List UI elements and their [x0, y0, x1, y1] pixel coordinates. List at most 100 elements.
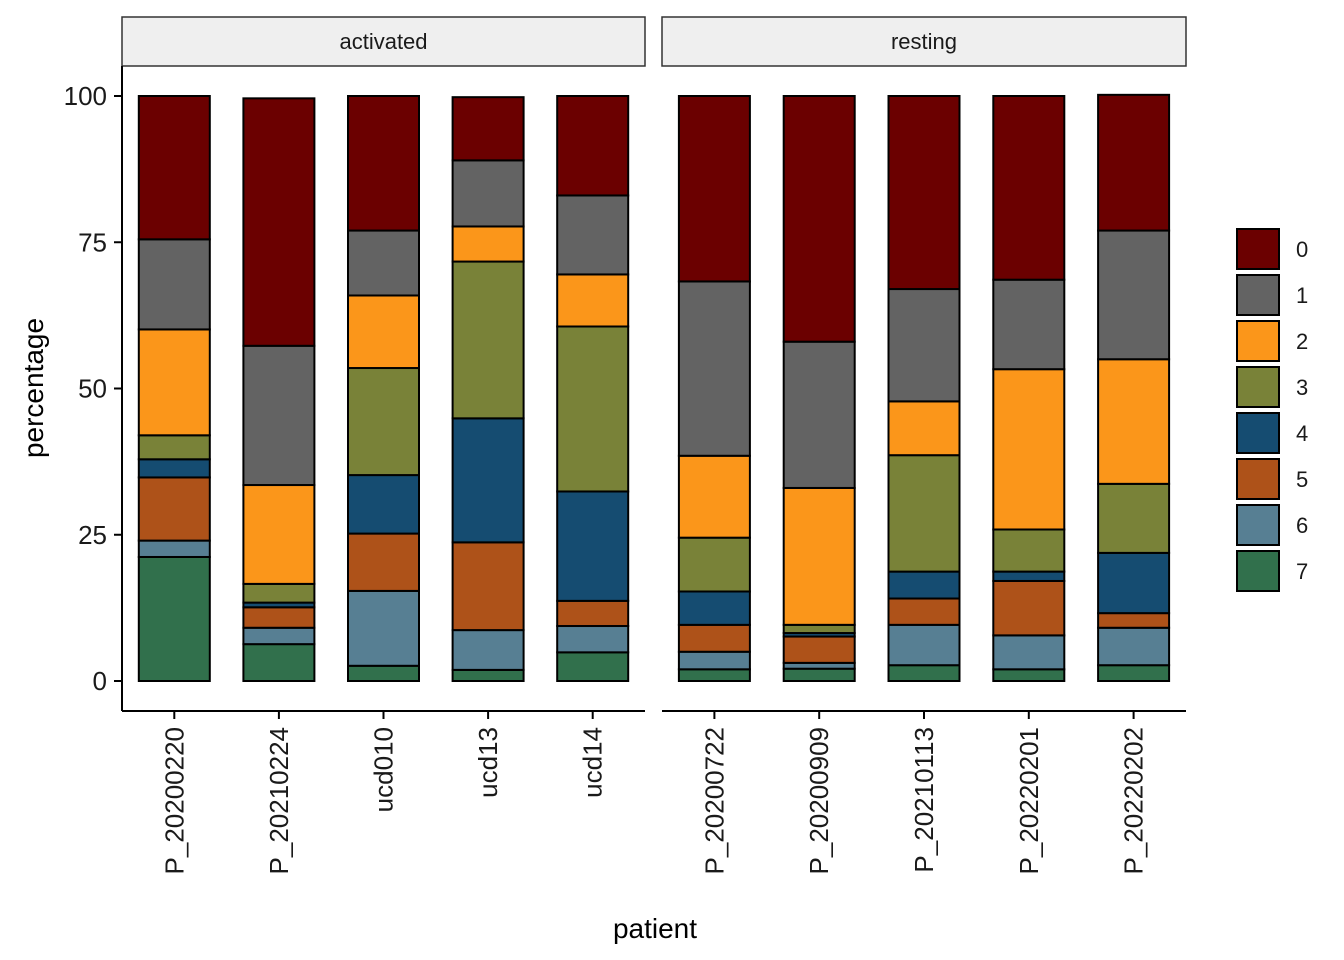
x-tick-label: P_20200722 [699, 727, 729, 874]
y-tick-label: 25 [78, 520, 107, 550]
bar-segment-ucd010-6 [347, 589, 420, 667]
legend-key [1236, 550, 1280, 592]
bar-segment-P_20200909-7 [782, 667, 856, 683]
bar-segment-P_20210224-1 [242, 344, 316, 487]
y-tick-label: 100 [64, 81, 107, 111]
bar-segment-P_20220201-4 [992, 570, 1066, 582]
bar-segment-ucd14-3 [556, 325, 630, 493]
legend-item-5: 5 [1236, 458, 1308, 500]
bar-segment-P_20210113-5 [887, 597, 961, 626]
legend-label: 4 [1296, 421, 1308, 446]
bar-segment-ucd010-0 [347, 95, 420, 232]
legend-item-7: 7 [1236, 550, 1308, 592]
x-tick-label: ucd14 [578, 727, 608, 798]
bar-segment-P_20220201-3 [992, 528, 1066, 573]
legend-label: 2 [1296, 329, 1308, 354]
bar-segment-P_20200722-7 [677, 668, 751, 682]
bar-segment-P_20220201-5 [992, 579, 1066, 637]
legend-label: 3 [1296, 375, 1308, 400]
legend-item-0: 0 [1236, 228, 1308, 270]
strip-background [661, 16, 1187, 67]
bar-segment-P_20200722-2 [677, 454, 751, 539]
bar-segment-ucd010-5 [347, 532, 420, 592]
bar-segment-P_20210113-7 [887, 664, 961, 683]
bar-segment-P_20220202-1 [1097, 229, 1171, 361]
x-tick-label: ucd13 [473, 727, 503, 798]
bar-segment-ucd010-7 [347, 664, 420, 682]
y-tick-label: 75 [78, 227, 107, 257]
bar-segment-ucd14-5 [556, 599, 630, 628]
bar-segment-P_20210113-6 [887, 623, 961, 667]
bar-segment-ucd14-2 [556, 273, 630, 328]
bar-segment-P_20210113-3 [887, 454, 961, 573]
bar-segment-ucd14-7 [556, 651, 630, 683]
bar-segment-P_20200220-2 [137, 328, 211, 437]
bar-P_20220202 [1097, 93, 1171, 683]
bar-segment-P_20200909-1 [782, 340, 856, 489]
bar-segment-P_20200909-5 [782, 635, 856, 664]
x-tick-label: P_20200220 [159, 727, 189, 874]
bar-segment-P_20200722-1 [677, 280, 751, 457]
strip-label: activated [339, 29, 427, 54]
bar-segment-P_20200722-3 [677, 536, 751, 593]
legend-label: 6 [1296, 513, 1308, 538]
bar-segment-P_20200220-4 [137, 458, 211, 479]
bar-segment-P_20210224-2 [242, 484, 316, 585]
legend-key [1236, 504, 1280, 546]
bar-segment-P_20200909-0 [782, 95, 856, 343]
bar-segment-P_20200909-2 [782, 486, 856, 626]
bar-segment-P_20210224-3 [242, 582, 316, 604]
bar-segment-ucd010-2 [347, 294, 420, 370]
bar-segment-P_20220201-1 [992, 278, 1066, 371]
bar-segment-ucd13-7 [451, 668, 525, 683]
x-tick-label: P_20210224 [264, 727, 294, 874]
bar-segment-ucd14-0 [556, 95, 630, 197]
bar-segment-P_20200220-7 [137, 555, 211, 682]
bar-segment-P_20210224-6 [242, 626, 316, 646]
strip-background [121, 16, 646, 67]
bar-P_20200909 [782, 95, 856, 683]
bar-ucd14 [556, 95, 630, 683]
legend-item-4: 4 [1236, 412, 1308, 454]
strip-label: resting [891, 29, 957, 54]
legend-item-3: 3 [1236, 366, 1308, 408]
bar-segment-P_20210113-2 [887, 400, 961, 457]
bar-segment-P_20210113-4 [887, 570, 961, 600]
bar-segment-P_20220202-5 [1097, 612, 1171, 629]
bar-segment-ucd13-0 [451, 96, 525, 162]
bar-segment-P_20220202-4 [1097, 551, 1171, 615]
x-tick-label: P_20220201 [1014, 727, 1044, 874]
bar-P_20200722 [677, 95, 751, 682]
bar-segment-P_20220202-0 [1097, 93, 1171, 232]
x-tick-label: P_20210113 [909, 727, 939, 873]
bar-segment-P_20220201-7 [992, 668, 1066, 682]
x-tick-label: P_20200909 [804, 727, 834, 874]
bar-segment-P_20210113-1 [887, 288, 961, 403]
bar-ucd010 [347, 95, 420, 682]
bar-segment-P_20200220-3 [137, 434, 211, 461]
bar-segment-ucd13-3 [451, 260, 525, 420]
panel-activated: activated P_20200220 P_20210224 ucd010 ucd13… [121, 16, 646, 874]
bar-segment-ucd13-4 [451, 417, 525, 544]
bar-P_20210113 [887, 95, 961, 683]
bar-segment-P_20210113-0 [887, 95, 961, 291]
legend-label: 5 [1296, 467, 1308, 492]
y-tick-label: 0 [93, 666, 107, 696]
bar-segment-P_20220201-6 [992, 634, 1066, 671]
bar-segment-ucd13-1 [451, 159, 525, 228]
x-axis-title: patient [613, 913, 697, 944]
bar-segment-P_20220202-7 [1097, 664, 1171, 683]
legend-key [1236, 320, 1280, 362]
legend-key [1236, 366, 1280, 408]
bar-segment-P_20220202-2 [1097, 358, 1171, 485]
bar-segment-P_20200220-0 [137, 95, 211, 241]
legend-key [1236, 458, 1280, 500]
legend-key [1236, 228, 1280, 270]
bar-segment-P_20220202-3 [1097, 482, 1171, 554]
bar-segment-ucd13-5 [451, 541, 525, 632]
bar-ucd13 [451, 96, 525, 683]
bar-segment-P_20200722-4 [677, 590, 751, 626]
bar-segment-ucd010-3 [347, 367, 420, 477]
x-tick-label: P_20220202 [1119, 727, 1149, 874]
y-axis: 0 25 50 75 100 [64, 66, 123, 711]
